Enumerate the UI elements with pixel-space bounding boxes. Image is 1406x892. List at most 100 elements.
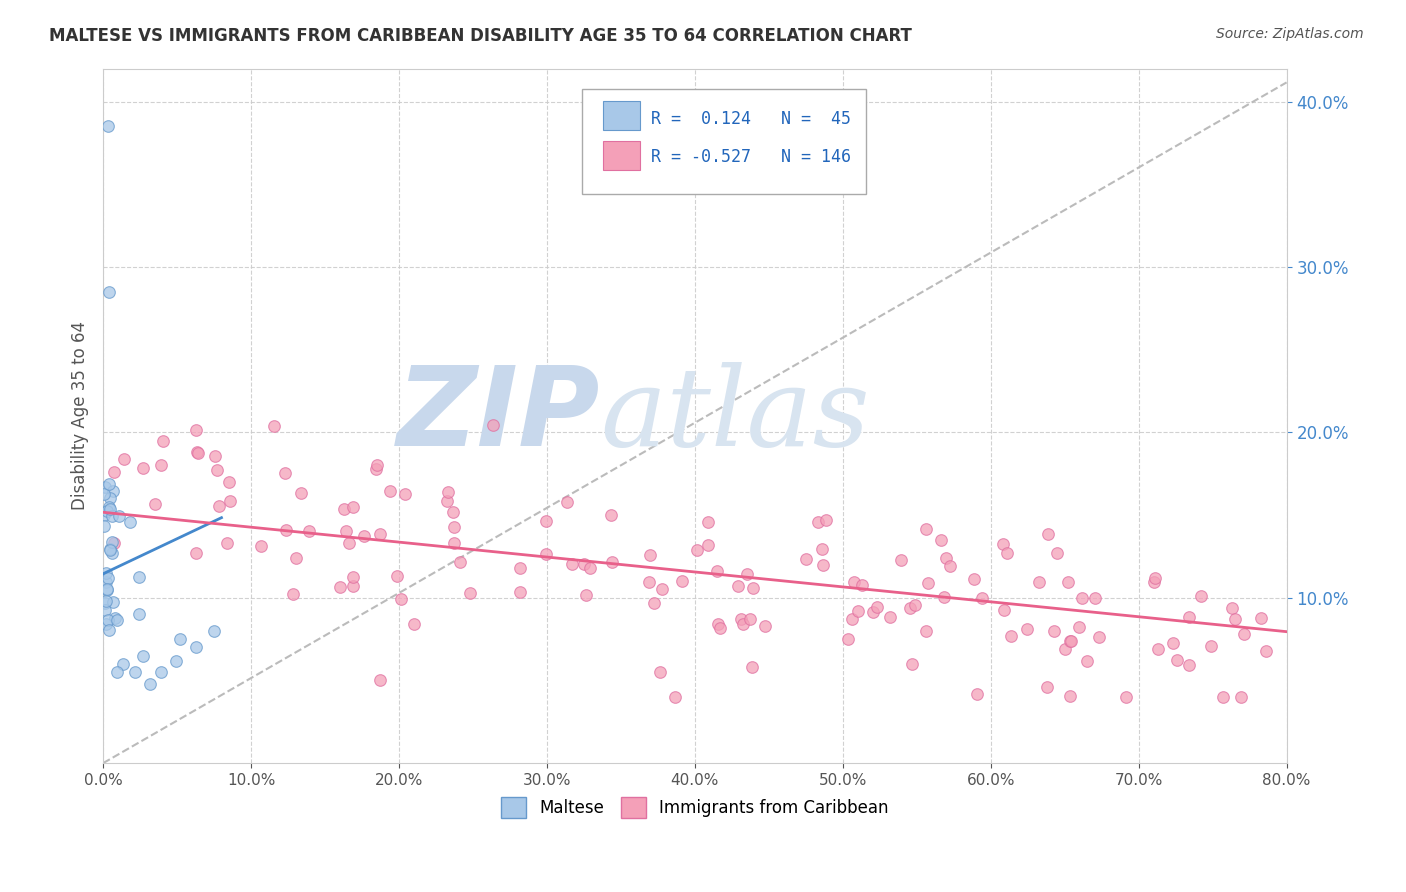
Point	[1076, 654, 1098, 668]
Point	[1220, 600, 1243, 615]
Point	[219, 493, 242, 508]
Point	[94, 596, 117, 610]
Point	[1028, 574, 1050, 589]
Point	[727, 579, 749, 593]
Point	[1043, 624, 1066, 639]
Point	[1233, 627, 1256, 641]
Point	[1143, 575, 1166, 590]
Point	[534, 514, 557, 528]
Point	[1017, 623, 1039, 637]
Point	[378, 484, 401, 499]
Point	[1230, 690, 1253, 704]
Point	[93, 518, 115, 533]
Point	[995, 546, 1018, 560]
Point	[730, 612, 752, 626]
Point	[741, 660, 763, 674]
Point	[101, 594, 124, 608]
Point	[815, 512, 838, 526]
Point	[1053, 642, 1076, 657]
Point	[96, 582, 118, 596]
Point	[963, 573, 986, 587]
Point	[186, 445, 208, 459]
Point	[898, 600, 921, 615]
Point	[385, 568, 408, 582]
Text: ZIP: ZIP	[396, 362, 600, 469]
Point	[96, 583, 118, 598]
Point	[1046, 546, 1069, 560]
Point	[366, 458, 388, 473]
Point	[1060, 634, 1083, 648]
Point	[460, 586, 482, 600]
Point	[366, 462, 388, 476]
Point	[263, 418, 285, 433]
Point	[96, 504, 118, 518]
Point	[184, 423, 207, 437]
Point	[738, 612, 761, 626]
Point	[932, 591, 955, 605]
Point	[575, 588, 598, 602]
Point	[970, 591, 993, 606]
Point	[273, 466, 295, 480]
Point	[100, 543, 122, 558]
Point	[600, 555, 623, 569]
Point	[97, 571, 120, 585]
Point	[696, 516, 718, 530]
Point	[1223, 612, 1246, 626]
Point	[353, 529, 375, 543]
Point	[1178, 658, 1201, 673]
Point	[204, 449, 226, 463]
Text: R =  0.124   N =  45: R = 0.124 N = 45	[651, 111, 851, 128]
Point	[929, 533, 952, 547]
Point	[578, 561, 600, 575]
Point	[651, 582, 673, 597]
Point	[98, 500, 121, 515]
Point	[851, 578, 873, 592]
Point	[202, 624, 225, 638]
Point	[966, 687, 988, 701]
Point	[394, 487, 416, 501]
Point	[298, 524, 321, 538]
Text: Source: ZipAtlas.com: Source: ZipAtlas.com	[1216, 27, 1364, 41]
Point	[643, 596, 665, 610]
Point	[94, 575, 117, 590]
Point	[98, 623, 121, 637]
Point	[436, 494, 458, 508]
Point	[1059, 690, 1081, 704]
Point	[993, 536, 1015, 550]
Point	[914, 624, 936, 638]
Point	[993, 603, 1015, 617]
Point	[368, 526, 391, 541]
Point	[94, 617, 117, 632]
Point	[671, 574, 693, 588]
Point	[97, 120, 120, 134]
Point	[1144, 571, 1167, 585]
Point	[120, 516, 142, 530]
Legend: Maltese, Immigrants from Caribbean: Maltese, Immigrants from Caribbean	[495, 790, 896, 824]
Point	[443, 520, 465, 534]
Point	[561, 558, 583, 572]
Point	[706, 564, 728, 578]
Point	[184, 546, 207, 560]
Point	[108, 509, 131, 524]
Point	[810, 541, 832, 556]
Point	[900, 657, 922, 671]
Point	[184, 640, 207, 655]
Point	[1071, 591, 1094, 605]
Point	[98, 285, 121, 299]
Point	[218, 475, 240, 489]
Point	[1087, 630, 1109, 644]
Point	[97, 613, 120, 627]
Point	[101, 546, 124, 560]
Point	[637, 574, 659, 589]
Point	[1036, 527, 1059, 541]
Point	[342, 578, 364, 592]
Point	[1115, 690, 1137, 704]
Point	[1199, 639, 1222, 653]
Point	[1161, 636, 1184, 650]
Point	[754, 619, 776, 633]
FancyBboxPatch shape	[603, 101, 640, 130]
Point	[686, 542, 709, 557]
Point	[114, 452, 136, 467]
Point	[93, 486, 115, 500]
Point	[139, 677, 162, 691]
